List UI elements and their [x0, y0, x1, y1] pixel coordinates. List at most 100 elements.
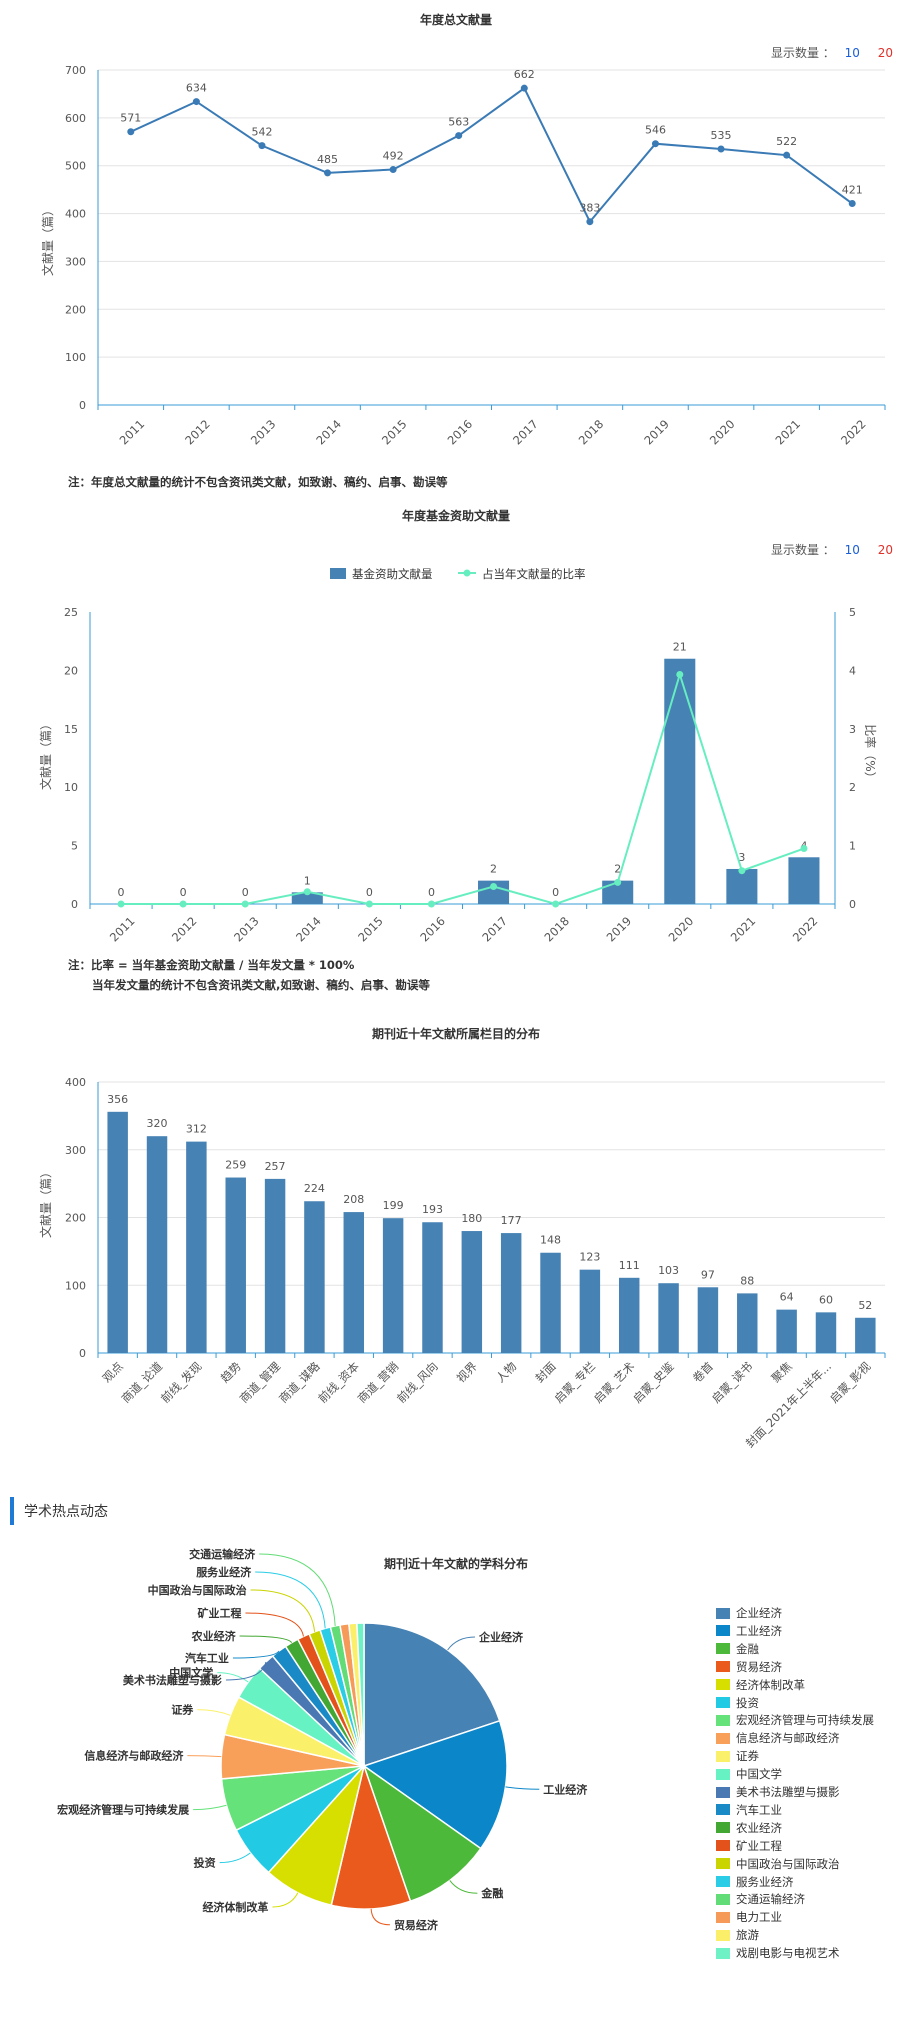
- legend-label: 农业经济: [736, 1820, 782, 1835]
- chart2-display-count: 显示数量 ： 10 20: [765, 541, 893, 558]
- legend-swatch: [716, 1607, 730, 1619]
- legend-item[interactable]: 旅游: [716, 1927, 759, 1943]
- bar-data-label: 21: [673, 641, 687, 654]
- x-tick-label: 前线_风向: [394, 1359, 440, 1405]
- bar: [422, 1222, 443, 1353]
- series-line: [130, 86, 853, 224]
- section-title: 学术热点动态: [24, 1504, 108, 1520]
- legend-item[interactable]: 金融: [716, 1641, 759, 1657]
- bar-data-label: 60: [819, 1293, 833, 1306]
- y2-tick-label: 3: [849, 723, 856, 736]
- legend-item[interactable]: 矿业工程: [716, 1838, 782, 1854]
- pie-label-line: [449, 1880, 478, 1894]
- legend-item[interactable]: 信息经济与邮政经济: [716, 1730, 840, 1746]
- ratio-point: [117, 900, 125, 908]
- x-tick-label: 2014: [313, 417, 344, 448]
- legend-item[interactable]: 农业经济: [716, 1820, 782, 1836]
- legend-item[interactable]: 投资: [716, 1695, 759, 1711]
- chart2-y2label: 比率（%）: [863, 724, 878, 783]
- y2-tick-label: 1: [849, 840, 856, 853]
- legend-item[interactable]: 经济体制改革: [716, 1677, 805, 1693]
- legend-swatch: [716, 1893, 730, 1905]
- y-tick-label: 0: [71, 898, 78, 911]
- legend-item[interactable]: 戏剧电影与电视艺术: [716, 1945, 840, 1961]
- legend-item[interactable]: 宏观经济管理与可持续发展: [716, 1712, 874, 1728]
- pie-slice-label: 企业经济: [478, 1630, 524, 1644]
- pie-label-line: [217, 1672, 249, 1683]
- bar-data-label: 148: [540, 1234, 561, 1247]
- bar: [815, 1312, 837, 1353]
- y-tick-label: 300: [65, 255, 86, 268]
- ratio-point: [614, 878, 622, 886]
- y-tick-label: 500: [65, 160, 86, 173]
- pie-slice: [330, 1763, 412, 1910]
- x-tick-label: 2017: [479, 914, 510, 945]
- bar-data-label: 111: [619, 1259, 640, 1272]
- y-tick-label: 0: [79, 1347, 86, 1360]
- legend-label: 戏剧电影与电视艺术: [736, 1946, 840, 1961]
- y-tick-label: 600: [65, 112, 86, 125]
- x-tick-label: 2018: [576, 417, 607, 448]
- y-tick-label: 20: [64, 664, 78, 677]
- bar: [658, 1283, 679, 1353]
- legend-label: 企业经济: [736, 1606, 782, 1620]
- display-count-10[interactable]: 10: [844, 46, 860, 60]
- legend-item[interactable]: 中国政治与国际政治: [716, 1856, 840, 1872]
- chart3-ylabel: 文献量（篇）: [38, 1166, 53, 1238]
- legend-item[interactable]: 贸易经济: [716, 1659, 782, 1675]
- x-tick-label: 2013: [231, 914, 262, 945]
- x-tick-label: 2017: [510, 417, 541, 448]
- legend-item[interactable]: 美术书法雕塑与摄影: [716, 1784, 840, 1800]
- ratio-point: [241, 900, 249, 908]
- bar-data-label: 2: [614, 863, 621, 876]
- y2-tick-label: 4: [849, 664, 856, 677]
- legend-item[interactable]: 交通运输经济: [716, 1891, 805, 1907]
- pie-slice-label: 工业经济: [543, 1782, 588, 1796]
- display-count-10[interactable]: 10: [844, 543, 860, 557]
- display-count-20[interactable]: 20: [877, 543, 893, 557]
- chart1-title: 年度总文献量: [420, 12, 492, 27]
- legend-swatch: [716, 1625, 730, 1637]
- x-tick-label: 商道_管理: [237, 1359, 284, 1406]
- y-tick-label: 5: [71, 840, 78, 853]
- bar-data-label: 177: [501, 1214, 522, 1227]
- legend-item[interactable]: 企业经济: [716, 1605, 782, 1621]
- bar: [382, 1218, 404, 1353]
- bar: [461, 1231, 483, 1353]
- pie-slice-label: 中国政治与国际政治: [148, 1583, 247, 1597]
- bar: [737, 1293, 758, 1353]
- pie-label-line: [272, 1892, 299, 1908]
- bar-data-label: 208: [343, 1193, 364, 1206]
- legend-swatch: [716, 1822, 730, 1834]
- bar-data-label: 320: [147, 1117, 168, 1130]
- ratio-point: [552, 900, 560, 908]
- bar-data-label: 2: [490, 863, 497, 876]
- pie-slice-label: 经济体制改革: [202, 1900, 268, 1914]
- x-tick-label: 2019: [604, 914, 635, 945]
- x-tick-label: 2022: [838, 417, 869, 448]
- y-tick-label: 100: [65, 351, 86, 364]
- legend-item[interactable]: 服务业经济: [716, 1874, 794, 1890]
- legend-item[interactable]: 汽车工业: [716, 1802, 782, 1818]
- pie-label-line: [505, 1786, 540, 1790]
- legend-item[interactable]: 电力工业: [716, 1909, 782, 1925]
- legend-item[interactable]: 证券: [716, 1748, 759, 1764]
- bar: [478, 880, 510, 904]
- legend-label: 交通运输经济: [736, 1892, 805, 1907]
- pie-slice-label: 汽车工业: [185, 1651, 229, 1665]
- ratio-point: [800, 845, 808, 853]
- x-tick-label: 启蒙_专栏: [552, 1359, 598, 1405]
- x-tick-label: 2013: [248, 417, 279, 448]
- bar-data-label: 0: [118, 886, 125, 899]
- pie-slice-label: 宏观经济管理与可持续发展: [57, 1803, 190, 1817]
- data-point: [192, 98, 200, 106]
- legend-label: 金融: [736, 1641, 759, 1656]
- pie-slice-label: 信息经济与邮政经济: [84, 1749, 184, 1763]
- bar-data-label: 1: [304, 874, 311, 887]
- legend-item[interactable]: 工业经济: [716, 1623, 782, 1639]
- legend-item[interactable]: 中国文学: [716, 1766, 782, 1782]
- display-count-20[interactable]: 20: [877, 46, 893, 60]
- x-tick-label: 2014: [293, 914, 324, 945]
- legend-bar-swatch: [330, 568, 346, 579]
- x-tick-label: 趋势: [218, 1359, 245, 1386]
